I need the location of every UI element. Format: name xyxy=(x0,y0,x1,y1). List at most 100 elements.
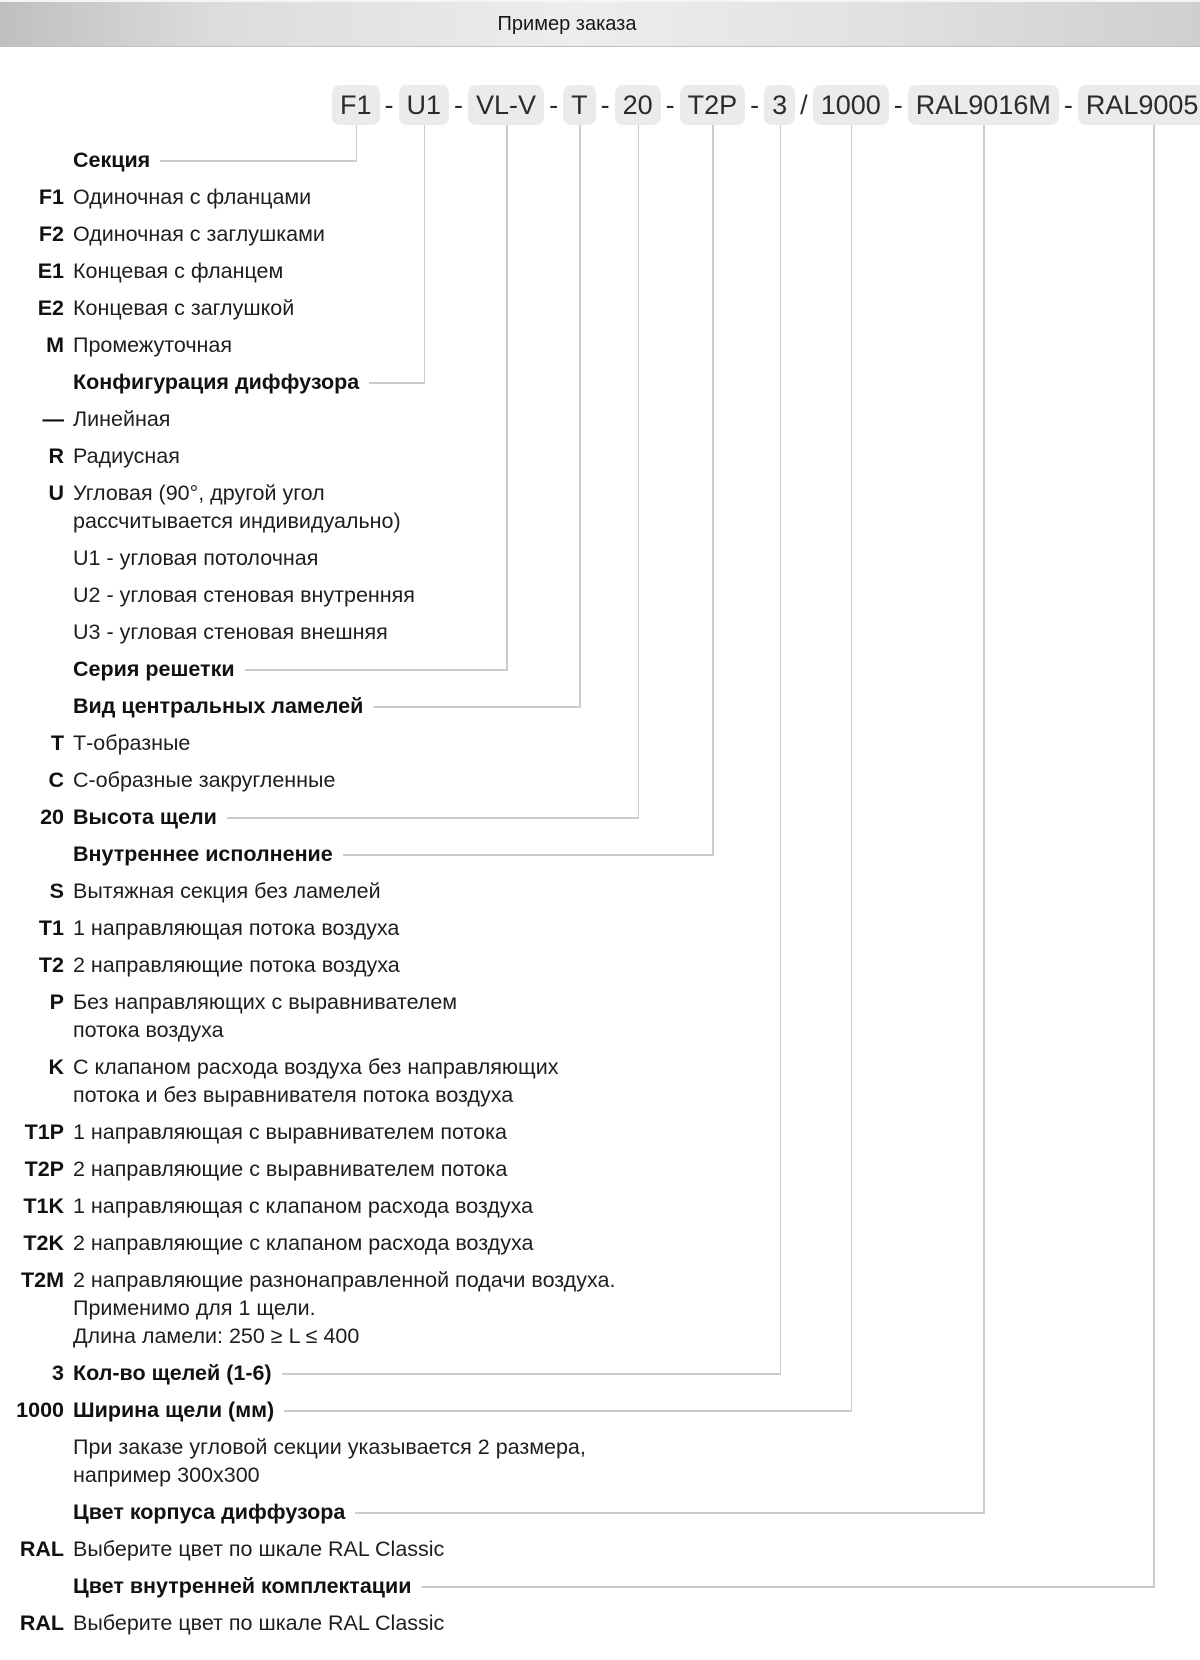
legend-row-t1k: T1K 1 направляющая с клапаном расхода воз… xyxy=(6,1192,1200,1220)
code-separator: - xyxy=(549,89,559,120)
legend-text: 2 направляющие с выравнивателем потока xyxy=(73,1155,1200,1183)
legend-text-content: Концевая с заглушкой xyxy=(73,296,295,320)
title-bar: Пример заказа xyxy=(0,0,1200,47)
legend-text: При заказе угловой секции указывается 2 … xyxy=(73,1433,1200,1489)
legend-text: U1 - угловая потолочная xyxy=(73,544,1200,572)
code-separator: - xyxy=(600,89,610,120)
code-segment-t2p: T2P xyxy=(679,85,746,125)
legend-code: U xyxy=(48,481,64,505)
legend-row-e2: E2 Концевая с заглушкой xyxy=(6,294,1200,322)
code-segment-3: 3 xyxy=(764,85,796,125)
legend-text-content: С-образные закругленные xyxy=(73,768,336,792)
legend-text: С-образные закругленные xyxy=(73,766,1200,794)
legend-code: T2P xyxy=(24,1157,64,1181)
legend-code xyxy=(6,618,64,646)
legend-row-sekciya: Секция xyxy=(6,146,1200,174)
legend-text: 1 направляющая с выравнивателем потока xyxy=(73,1118,1200,1146)
legend-code: E1 xyxy=(37,259,64,283)
code-segment-vl-v: VL-V xyxy=(468,85,545,125)
legend-text-content: Ширина щели (мм) xyxy=(73,1398,275,1422)
legend-row-t1p: T1P 1 направляющая с выравнивателем поток… xyxy=(6,1118,1200,1146)
code-segment-f1: F1 xyxy=(332,85,380,125)
legend-code: C xyxy=(48,768,64,792)
connector-line-vertical-cvet-korpusa xyxy=(983,125,985,1514)
legend-code: E2 xyxy=(37,296,64,320)
connector-line-horizontal-shirina xyxy=(284,1410,853,1412)
legend-row-u3: U3 - угловая стеновая внешняя xyxy=(6,618,1200,646)
code-segment-u1: U1 xyxy=(398,85,450,125)
legend-text: Цвет корпуса диффузора xyxy=(73,1498,1200,1526)
legend-row-vysota: 20 Высота щели xyxy=(6,803,1200,831)
legend-row-t2p: T2P 2 направляющие с выравнивателем поток… xyxy=(6,1155,1200,1183)
legend-text-content: 1 направляющая с выравнивателем потока xyxy=(73,1120,507,1144)
legend-row-u1: U1 - угловая потолочная xyxy=(6,544,1200,572)
connector-line-horizontal-vid xyxy=(373,706,581,708)
legend-row-vid: Вид центральных ламелей xyxy=(6,692,1200,720)
legend-code: P xyxy=(49,990,64,1014)
legend-text-content: Выберите цвет по шкале RAL Classic xyxy=(73,1537,445,1561)
connector-line-vertical-vnutr xyxy=(712,125,714,856)
legend-text: Секция xyxy=(73,146,1200,174)
legend-text-content: 2 направляющие с клапаном расхода воздух… xyxy=(73,1231,534,1255)
legend-text-content: U1 - угловая потолочная xyxy=(73,546,319,570)
legend-code: M xyxy=(46,333,64,357)
connector-line-vertical-sekciya xyxy=(355,125,358,162)
code-separator: - xyxy=(893,89,903,120)
legend-text-content: Высота щели xyxy=(73,805,217,829)
legend-row-seriya: Серия решетки xyxy=(6,655,1200,683)
legend-code xyxy=(6,840,64,868)
legend-text: Выберите цвет по шкале RAL Classic xyxy=(73,1535,1200,1563)
legend-text-content: Линейная xyxy=(73,407,171,431)
code-segment-20: 20 xyxy=(614,85,661,125)
code-separator: - xyxy=(750,89,760,120)
legend-code: F2 xyxy=(38,222,64,246)
connector-line-horizontal-cvet-vnutr xyxy=(421,1586,1155,1588)
legend-text-content: С клапаном расхода воздуха без направляю… xyxy=(73,1055,559,1107)
legend-row-cvet-vnutr: Цвет внутренней комплектации xyxy=(6,1572,1200,1600)
legend-row-f1: F1 Одиночная с фланцами xyxy=(6,183,1200,211)
legend-text-content: Секция xyxy=(73,148,151,172)
legend-text-content: 2 направляющие разнонаправленной подачи … xyxy=(73,1268,616,1348)
legend-row-uglovaya-note: При заказе угловой секции указывается 2 … xyxy=(6,1433,1200,1489)
connector-line-vertical-shirina xyxy=(850,125,853,1412)
legend-code: T1 xyxy=(38,916,64,940)
legend-text-content: 1 направляющая потока воздуха xyxy=(73,916,400,940)
legend-code: RAL xyxy=(19,1611,64,1635)
legend-text-content: Одиночная с заглушками xyxy=(73,222,325,246)
legend-code xyxy=(6,581,64,609)
legend-text-content: Одиночная с фланцами xyxy=(73,185,312,209)
legend-text-content: 2 направляющие потока воздуха xyxy=(73,953,400,977)
legend-text: 2 направляющие потока воздуха xyxy=(73,951,1200,979)
connector-line-horizontal-vnutr xyxy=(342,854,714,856)
legend-code: 20 xyxy=(40,805,64,829)
legend-text-content: Кол-во щелей (1-6) xyxy=(73,1361,272,1385)
legend-code xyxy=(6,1572,64,1600)
legend-row-t1: T1 1 направляющая потока воздуха xyxy=(6,914,1200,942)
connector-line-horizontal-konfig xyxy=(369,382,426,384)
legend-text: Угловая (90°, другой угол рассчитывается… xyxy=(73,479,1200,535)
legend-code: T2M xyxy=(21,1268,64,1292)
page-title: Пример заказа xyxy=(497,12,637,35)
legend-row-p: P Без направляющих с выравнивателем поток… xyxy=(6,988,1200,1044)
legend-row-ral1: RAL Выберите цвет по шкале RAL Classic xyxy=(6,1535,1200,1563)
connector-line-vertical-cvet-vnutr xyxy=(1153,125,1155,1588)
legend-code: — xyxy=(42,407,65,431)
connector-line-horizontal-sekciya xyxy=(160,160,358,162)
legend-code: 3 xyxy=(52,1361,64,1385)
legend-text: Цвет внутренней комплектации xyxy=(73,1572,1200,1600)
legend-row-r: R Радиусная xyxy=(6,442,1200,470)
legend-text-content: Угловая (90°, другой угол рассчитывается… xyxy=(73,481,401,533)
legend-code: RAL xyxy=(19,1537,64,1561)
legend-text-content: 2 направляющие с выравнивателем потока xyxy=(73,1157,508,1181)
legend-code: 1000 xyxy=(16,1398,64,1422)
legend-text: Конфигурация диффузора xyxy=(73,368,1200,396)
connector-line-horizontal-cvet-korpusa xyxy=(355,1512,985,1514)
code-segment-1000: 1000 xyxy=(812,85,889,125)
legend-row-u2: U2 - угловая стеновая внутренняя xyxy=(6,581,1200,609)
legend-code: T xyxy=(50,731,64,755)
legend-text: С клапаном расхода воздуха без направляю… xyxy=(73,1053,1200,1109)
legend-row-e1: E1 Концевая с фланцем xyxy=(6,257,1200,285)
legend-row-t: T Т-образные xyxy=(6,729,1200,757)
legend-row-k: K С клапаном расхода воздуха без направля… xyxy=(6,1053,1200,1109)
legend-text: Высота щели xyxy=(73,803,1200,831)
